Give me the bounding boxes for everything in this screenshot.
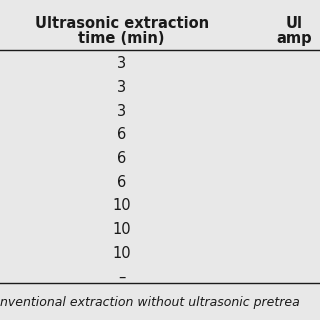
Text: Ultrasonic extraction: Ultrasonic extraction: [35, 17, 209, 31]
Text: 3: 3: [117, 57, 126, 71]
Text: 6: 6: [117, 175, 126, 190]
Text: 10: 10: [112, 246, 131, 261]
Text: –: –: [118, 269, 125, 284]
Text: 3: 3: [117, 80, 126, 95]
Text: amp: amp: [276, 31, 312, 46]
Text: 10: 10: [112, 198, 131, 213]
Text: 6: 6: [117, 151, 126, 166]
Text: nventional extraction without ultrasonic pretrea: nventional extraction without ultrasonic…: [0, 296, 300, 309]
Text: 10: 10: [112, 222, 131, 237]
Text: Ul: Ul: [286, 17, 303, 31]
Text: 6: 6: [117, 127, 126, 142]
Text: time (min): time (min): [78, 31, 165, 46]
Text: 3: 3: [117, 104, 126, 119]
